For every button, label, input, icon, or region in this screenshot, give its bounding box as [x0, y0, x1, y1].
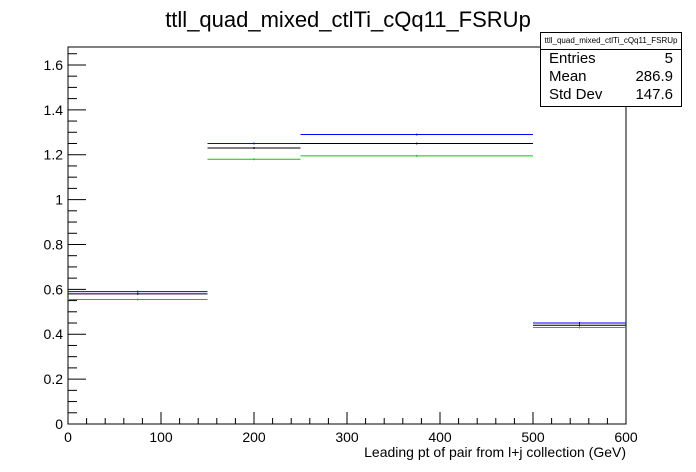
stats-box-title: ttll_quad_mixed_ctlTi_cQq11_FSRUp	[541, 33, 681, 50]
stats-value: 147.6	[635, 86, 673, 103]
stats-label: Std Dev	[549, 86, 603, 103]
y-tick-label: 1.6	[44, 57, 64, 73]
stats-value: 5	[664, 50, 673, 67]
x-axis: 0 100 200 300 400 500 600	[64, 412, 638, 445]
stats-value: 286.9	[635, 68, 673, 85]
x-tick-label: 100	[149, 429, 173, 445]
y-tick-label: 0	[55, 416, 63, 432]
stats-row-stddev: Std Dev 147.6	[541, 86, 681, 104]
x-tick-label: 200	[242, 429, 266, 445]
y-tick-label: 0.2	[44, 371, 64, 387]
y-tick-label: 0.8	[44, 236, 64, 252]
y-tick-label: 1.2	[44, 147, 64, 163]
x-tick-label: 0	[64, 429, 72, 445]
y-tick-label: 0.4	[44, 326, 64, 342]
stats-label: Entries	[549, 50, 596, 67]
stats-label: Mean	[549, 68, 587, 85]
x-tick-label: 300	[335, 429, 359, 445]
stats-row-entries: Entries 5	[541, 50, 681, 68]
x-tick-label: 500	[521, 429, 545, 445]
x-tick-label: 600	[614, 429, 638, 445]
chart-title: ttll_quad_mixed_ctlTi_cQq11_FSRUp	[165, 7, 531, 32]
histogram-series	[68, 133, 626, 329]
stats-box: ttll_quad_mixed_ctlTi_cQq11_FSRUp Entrie…	[540, 32, 682, 107]
y-tick-label: 1.4	[44, 102, 64, 118]
y-axis: 0 0.2 0.4 0.6 0.8 1 1.2 1.4 1.6	[44, 53, 86, 432]
x-tick-label: 400	[428, 429, 452, 445]
x-axis-label: Leading pt of pair from l+j collection (…	[364, 444, 626, 460]
stats-row-mean: Mean 286.9	[541, 68, 681, 86]
y-tick-label: 1	[55, 192, 63, 208]
y-tick-label: 0.6	[44, 281, 64, 297]
